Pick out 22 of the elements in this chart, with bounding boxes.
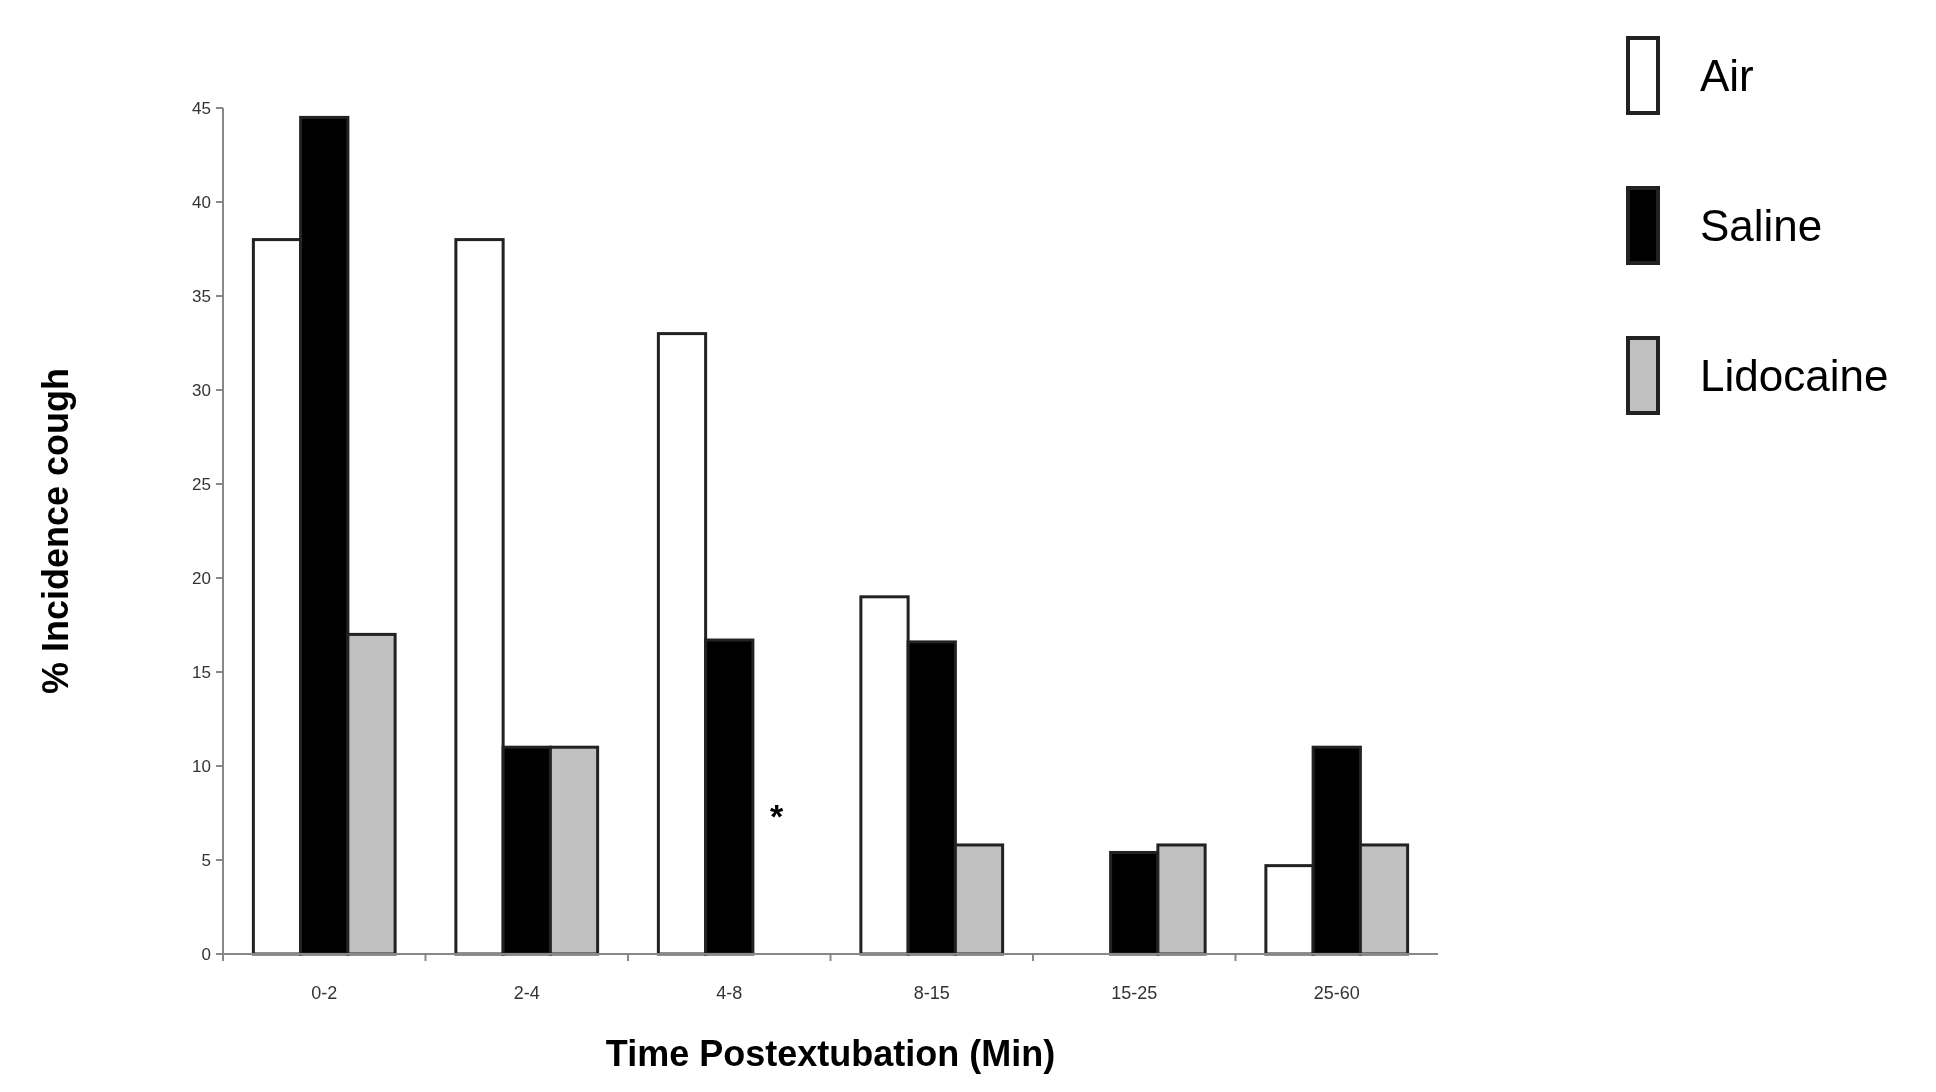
x-tick-label: 15-25 [1111,983,1158,1003]
y-tick-label: 35 [192,286,211,306]
y-tick-label: 10 [192,756,211,776]
y-tick-label: 5 [201,850,211,870]
y-tick-label: 20 [192,568,211,588]
y-tick-label: 40 [192,192,211,212]
x-tick-label: 0-2 [311,983,338,1003]
y-tick-label: 30 [192,380,211,400]
x-axis-title: Time Postextubation (Min) [605,1033,1056,1074]
legend-label: Air [1700,51,1754,101]
x-tick-label: 4-8 [716,983,743,1003]
x-tick-label: 25-60 [1313,983,1360,1003]
annotation: * [769,796,784,835]
legend-label: Saline [1700,201,1823,251]
legend-label: Lidocaine [1700,351,1889,401]
y-tick-label: 45 [192,98,211,118]
y-tick-label: 25 [192,474,211,494]
x-tick-label: 2-4 [513,983,540,1003]
y-axis-title: % Incidence cough [35,367,76,695]
y-tick-label: 0 [201,944,211,964]
y-tick-label: 15 [192,662,211,682]
x-tick-label: 8-15 [913,983,950,1003]
